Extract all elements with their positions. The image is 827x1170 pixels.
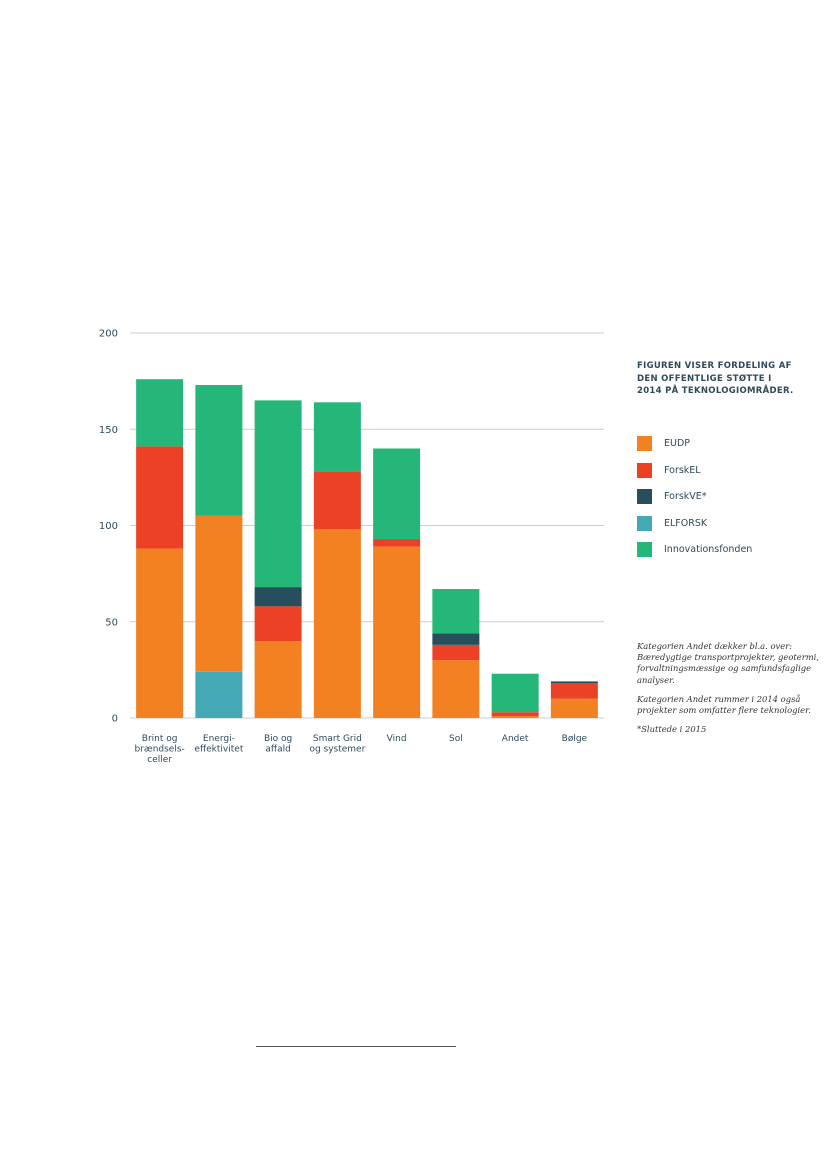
bar-segment-eudp xyxy=(550,698,598,718)
legend-label: ForskEL xyxy=(664,464,701,476)
chart-notes: Kategorien Andet dækker bl.a. over: Bære… xyxy=(637,641,822,743)
bar-segment-eudp xyxy=(432,660,480,718)
legend-item-eudp: EUDP xyxy=(637,435,812,453)
legend-swatch-elforsk xyxy=(637,515,652,531)
bars xyxy=(136,379,598,718)
legend-swatch-innovationsfonden xyxy=(637,542,652,557)
y-tick-label: 100 xyxy=(99,521,118,532)
legend-title-line: DEN OFFENTLIGE STØTTE I xyxy=(637,373,772,384)
note-andet-2014: Kategorien Andet rummer i 2014 også proj… xyxy=(637,693,811,716)
bar-segment-eudp xyxy=(136,548,184,718)
note-andet-covers: Kategorien Andet dækker bl.a. over: Bære… xyxy=(637,641,820,685)
bar-segment-innovationsfonden xyxy=(432,589,480,634)
y-tick-label: 150 xyxy=(99,425,118,436)
bar-segment-innovationsfonden xyxy=(491,673,539,713)
bar-segment-eudp xyxy=(491,716,539,718)
footnote-divider xyxy=(256,1046,456,1047)
bar-segment-innovationsfonden xyxy=(254,400,302,588)
bar-segment-forskel xyxy=(136,446,184,549)
legend-swatch-forskel xyxy=(637,462,652,478)
legend-item-forskve: ForskVE* xyxy=(637,488,812,506)
bar-segment-eudp xyxy=(373,546,421,718)
legend-item-elforsk: ELFORSK xyxy=(637,514,812,532)
y-tick-label: 200 xyxy=(99,329,118,340)
legend-swatch-eudp xyxy=(637,436,652,451)
bar-segment-forskel xyxy=(254,606,302,641)
x-category-label: Vind xyxy=(387,734,407,744)
bar-segment-eudp xyxy=(254,641,302,718)
legend-title-line: FIGUREN VISER FORDELING AF xyxy=(637,361,792,371)
bar-segment-forskel xyxy=(432,644,480,661)
bar-segment-forskel xyxy=(491,712,539,717)
bar-segment-forskve xyxy=(432,633,480,645)
bar-segment-eudp xyxy=(195,515,243,672)
bar-segment-forskel xyxy=(313,471,361,530)
legend: FIGUREN VISER FORDELING AF DEN OFFENTLIG… xyxy=(637,360,812,567)
legend-title: FIGUREN VISER FORDELING AF DEN OFFENTLIG… xyxy=(637,360,812,398)
legend-label: EUDP xyxy=(664,438,690,449)
x-category-label: Sol xyxy=(449,734,463,744)
y-tick-label: 0 xyxy=(112,714,118,725)
bar-segment-innovationsfonden xyxy=(136,379,184,447)
x-category-label: Energi-effektivitet xyxy=(194,734,243,755)
legend-item-innovationsfonden: Innovationsfonden xyxy=(637,541,812,559)
bar-segment-innovationsfonden xyxy=(313,402,361,472)
bar-segment-forskve xyxy=(550,681,598,684)
x-category-label: Andet xyxy=(502,734,529,744)
x-axis-labels: Brint og brændsels-celler Energi-effektivi… xyxy=(134,734,587,765)
bar-segment-forskel xyxy=(550,683,598,699)
note-footnote: *Sluttede i 2015 xyxy=(637,724,707,735)
bar-segment-innovationsfonden xyxy=(373,448,421,539)
legend-swatch-forskve xyxy=(637,489,652,504)
legend-label: ForskVE* xyxy=(664,491,707,502)
x-category-label: Smart Grid og systemer xyxy=(309,734,365,755)
legend-item-forskel: ForskEL xyxy=(637,461,812,479)
bar-segment-elforsk xyxy=(195,671,243,718)
x-category-label: Bølge xyxy=(562,734,588,744)
y-axis-ticks: 0 50 100 150 200 xyxy=(99,329,118,725)
y-tick-label: 50 xyxy=(105,617,118,628)
legend-title-line: 2014 PÅ TEKNOLOGIOMRÅDER. xyxy=(637,386,794,396)
legend-label: ELFORSK xyxy=(664,517,708,529)
bar-segment-eudp xyxy=(313,529,361,718)
bar-segment-forskel xyxy=(373,538,421,547)
legend-label: Innovationsfonden xyxy=(664,544,753,555)
x-category-label: Bio og affald xyxy=(264,734,292,755)
x-category-label: Brint og brændsels-celler xyxy=(134,734,184,765)
bar-segment-innovationsfonden xyxy=(195,384,243,516)
bar-segment-forskve xyxy=(254,587,302,607)
